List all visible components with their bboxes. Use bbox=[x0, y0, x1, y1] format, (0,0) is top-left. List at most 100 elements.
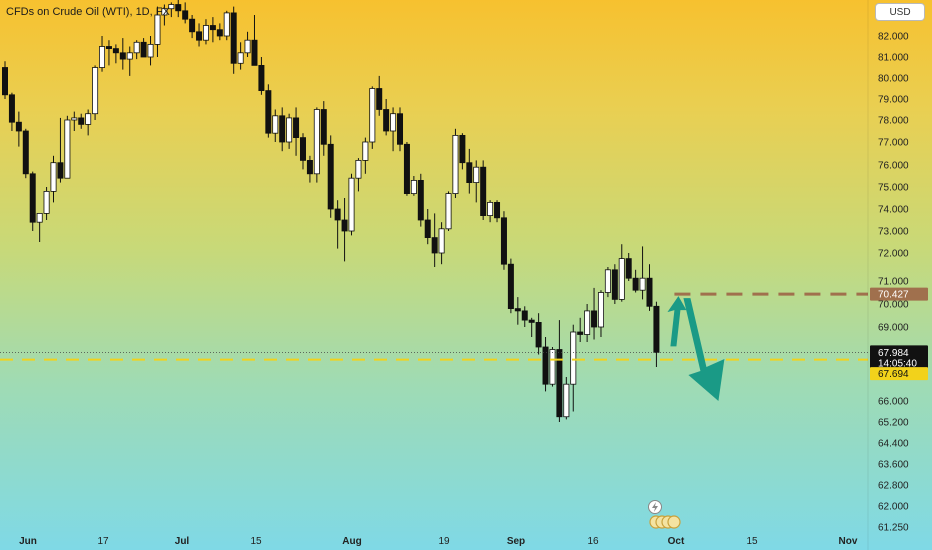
candle bbox=[507, 258, 514, 314]
candle-body-down bbox=[182, 10, 189, 20]
y-tick-label: 76.000 bbox=[878, 161, 909, 172]
candle bbox=[625, 253, 632, 281]
candle-body-down bbox=[320, 109, 327, 145]
candle-body-down bbox=[22, 130, 29, 175]
x-tick-label: 19 bbox=[438, 536, 450, 547]
candle bbox=[632, 269, 639, 293]
candle bbox=[500, 211, 507, 270]
candle bbox=[431, 213, 438, 267]
resistance-price-label: 70.427 bbox=[878, 290, 909, 301]
candle-body-up bbox=[36, 212, 43, 223]
dividend-coin-icon bbox=[667, 515, 681, 529]
support-price-label-box bbox=[870, 367, 928, 381]
candle bbox=[487, 200, 494, 223]
candle bbox=[286, 113, 293, 149]
y-tick-label: 73.000 bbox=[878, 227, 909, 238]
candle-body-down bbox=[459, 134, 466, 164]
candle-body-up bbox=[147, 44, 154, 58]
candle bbox=[43, 187, 50, 220]
candle bbox=[175, 0, 182, 18]
candle bbox=[584, 304, 591, 342]
candle-body-down bbox=[507, 263, 514, 310]
candle bbox=[383, 99, 390, 136]
x-tick-label: Nov bbox=[839, 536, 858, 547]
candle bbox=[71, 111, 78, 131]
candle bbox=[355, 158, 362, 192]
candle-body-down bbox=[216, 29, 223, 37]
candle bbox=[466, 148, 473, 194]
candle bbox=[126, 46, 133, 76]
candle bbox=[50, 155, 57, 203]
candle bbox=[424, 209, 431, 245]
y-tick-label: 82.000 bbox=[878, 32, 909, 43]
candle bbox=[653, 301, 660, 367]
candle-body-down bbox=[209, 25, 216, 31]
candle bbox=[279, 107, 286, 152]
currency-selector-button[interactable]: USD bbox=[875, 3, 925, 21]
candle-body-down bbox=[646, 277, 653, 307]
candle-body-down bbox=[577, 331, 584, 335]
candle bbox=[438, 222, 445, 265]
lightning-icon-bolt bbox=[652, 502, 658, 512]
candle bbox=[78, 113, 85, 129]
candle bbox=[313, 107, 320, 183]
y-tick-label: 81.000 bbox=[878, 53, 909, 64]
candle bbox=[570, 324, 577, 412]
candle bbox=[133, 40, 140, 60]
candle-body-down bbox=[140, 41, 147, 58]
candle bbox=[2, 61, 8, 99]
candle-body-up bbox=[369, 88, 376, 143]
candle-body-down bbox=[57, 162, 64, 179]
candle bbox=[196, 23, 203, 47]
candle-body-up bbox=[570, 331, 577, 385]
candle bbox=[299, 133, 306, 170]
x-tick-label: Oct bbox=[668, 536, 685, 547]
candle-body-up bbox=[639, 277, 646, 291]
y-tick-label: 77.000 bbox=[878, 138, 909, 149]
candle bbox=[480, 160, 487, 220]
x-tick-label: Aug bbox=[342, 536, 361, 547]
candle-body-down bbox=[112, 48, 119, 54]
candle bbox=[618, 244, 625, 302]
candle-body-down bbox=[175, 4, 182, 12]
chart-title: CFDs on Crude Oil (WTI), 1D, FX bbox=[6, 6, 170, 18]
last-price-label-box bbox=[870, 345, 928, 370]
candle-body-down bbox=[535, 321, 542, 348]
y-tick-label: 61.250 bbox=[878, 523, 909, 534]
candle-body-up bbox=[50, 162, 57, 192]
candle-body-down bbox=[189, 18, 196, 33]
candle-body-up bbox=[445, 193, 452, 230]
candle bbox=[161, 4, 168, 26]
candle-body-down bbox=[383, 109, 390, 132]
y-tick-label: 62.800 bbox=[878, 481, 909, 492]
candle-body-down bbox=[341, 219, 348, 232]
candle bbox=[209, 17, 216, 43]
candle-body-down bbox=[542, 346, 549, 385]
candle-body-down bbox=[431, 237, 438, 254]
candle-body-up bbox=[355, 159, 362, 179]
candle bbox=[265, 84, 272, 138]
candle bbox=[15, 111, 22, 147]
x-tick-label: 17 bbox=[97, 536, 109, 547]
candle-body-down bbox=[265, 90, 272, 134]
candle bbox=[306, 155, 313, 183]
last-price-label: 67.984 bbox=[878, 348, 909, 359]
countdown-label: 14:05:40 bbox=[878, 358, 917, 369]
resistance-price-label-box bbox=[870, 287, 928, 301]
y-tick-label: 62.000 bbox=[878, 502, 909, 513]
candle bbox=[514, 297, 521, 325]
candle bbox=[216, 23, 223, 41]
candle-body-up bbox=[43, 190, 50, 214]
candle bbox=[251, 15, 258, 66]
candle-body-up bbox=[237, 52, 244, 64]
candle bbox=[22, 128, 29, 179]
candle bbox=[577, 317, 584, 342]
y-tick-label: 70.000 bbox=[878, 300, 909, 311]
candle-body-up bbox=[202, 25, 209, 41]
candle-body-up bbox=[92, 67, 99, 115]
candle bbox=[105, 40, 112, 66]
candle-body-down bbox=[78, 117, 85, 125]
candle bbox=[230, 6, 237, 74]
